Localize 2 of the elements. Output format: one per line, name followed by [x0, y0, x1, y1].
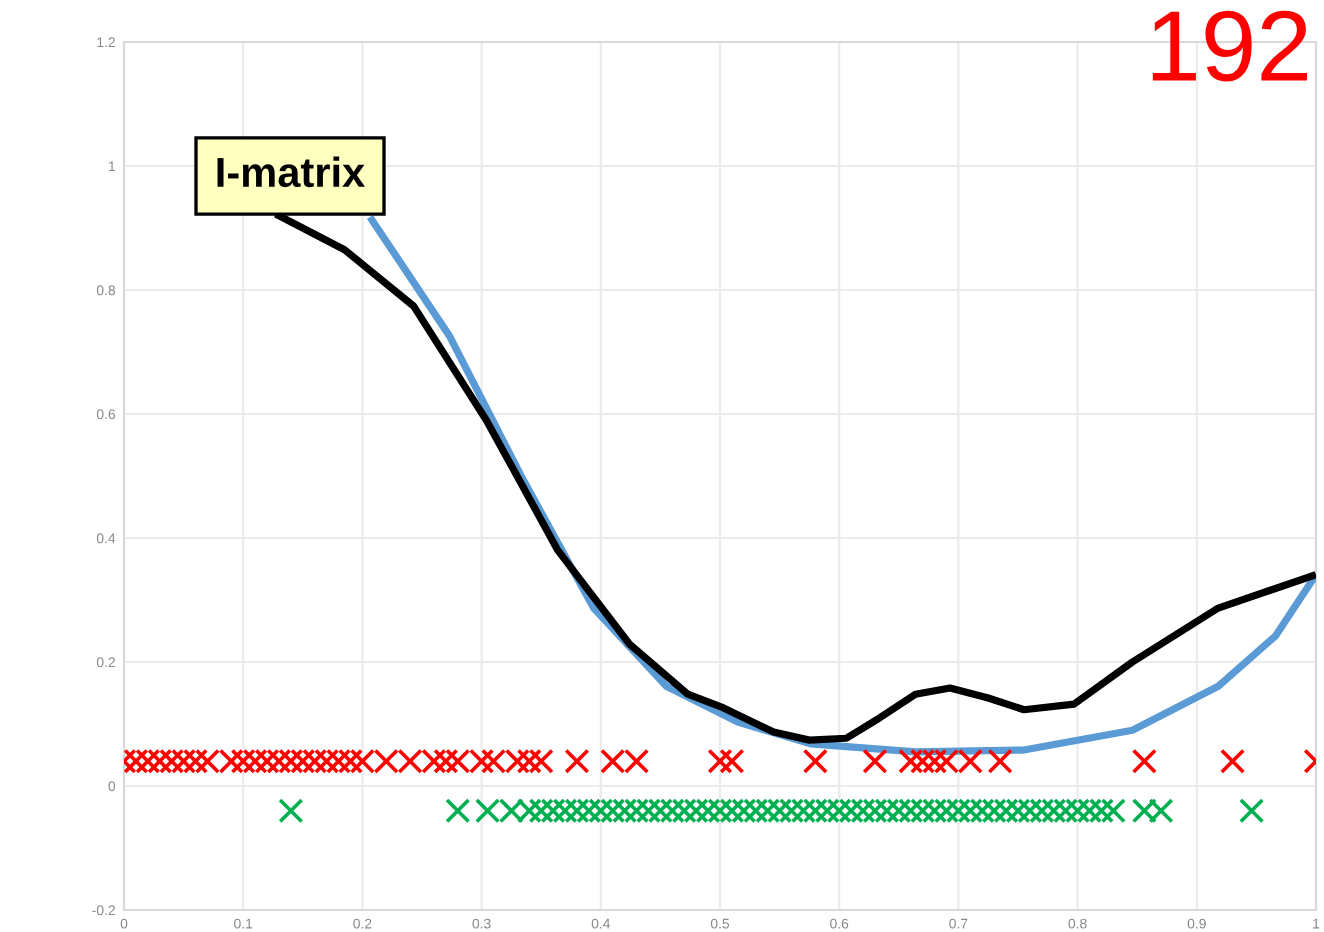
- annotation: 192: [1152, 10, 1307, 82]
- annotation: I-matrix: [217, 156, 365, 188]
